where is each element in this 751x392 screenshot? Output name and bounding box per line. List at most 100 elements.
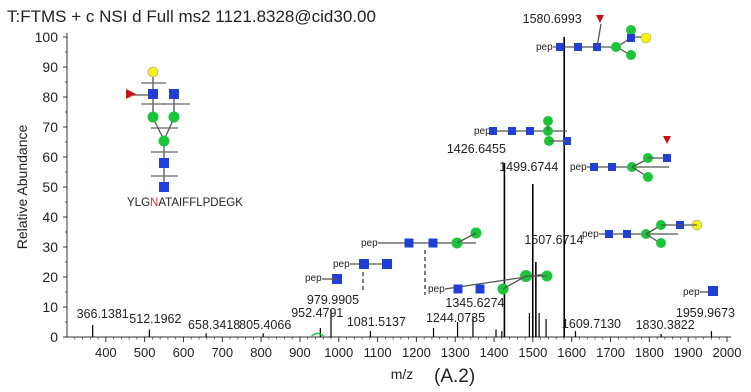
pep-label: pep — [333, 259, 350, 270]
peak-label: 805.4066 — [239, 318, 291, 332]
peptide-sequence: YLGNATAIFFLPDEGK — [127, 197, 243, 209]
sequence-part: ATAIFFLPDEGK — [158, 197, 243, 209]
glcnac-square — [489, 127, 497, 135]
x-axis-label: m/z — [391, 366, 414, 382]
mannose-circle — [626, 25, 636, 35]
pep-label: pep — [536, 42, 553, 53]
glcnac-square — [663, 154, 671, 162]
y-tick-label: 40 — [42, 209, 58, 225]
glcnac-square — [159, 182, 169, 192]
glcnac-square — [508, 127, 516, 135]
peak-label: 1244.0735 — [426, 311, 485, 325]
glcnac-square — [605, 230, 613, 238]
peak-label: 366.1381 — [77, 307, 129, 321]
pep-label: pep — [428, 284, 445, 295]
mannose-circle — [158, 135, 170, 147]
x-tick-label: 1700 — [596, 345, 625, 360]
chart-title: T:FTMS + c NSI d Full ms2 1121.8328@cid3… — [7, 7, 376, 26]
mannose-circle — [626, 50, 636, 60]
peak-label: 1959.9673 — [676, 306, 735, 320]
noise-peak-mark — [311, 332, 325, 337]
mannose-circle — [611, 42, 621, 52]
pep-label: pep — [582, 229, 599, 240]
y-tick-label: 30 — [42, 239, 58, 255]
x-tick-label: 1200 — [402, 345, 431, 360]
glycan-bond — [456, 232, 477, 244]
y-tick-label: 20 — [42, 269, 58, 285]
glcnac-square — [428, 238, 438, 248]
peak-label: 1830.3822 — [636, 318, 695, 332]
glcnac-square — [169, 89, 179, 99]
x-tick-label: 800 — [250, 345, 272, 360]
x-tick-label: 600 — [173, 345, 195, 360]
pep-label: pep — [570, 162, 587, 173]
galactose-circle — [147, 66, 159, 78]
y-tick-label: 70 — [42, 119, 58, 135]
x-tick-label: 1100 — [364, 345, 392, 360]
x-tick-label: 1500 — [518, 345, 547, 360]
x-tick-label: 1000 — [324, 345, 353, 360]
glcnac-square — [526, 127, 534, 135]
x-tick-label: 500 — [134, 345, 156, 360]
x-tick-label: 1300 — [441, 345, 470, 360]
mannose-circle — [168, 111, 180, 123]
y-tick-label: 90 — [42, 59, 58, 75]
peak-label: 1426.6455 — [447, 142, 506, 156]
pep-label: pep — [361, 238, 378, 249]
pep-label: pep — [474, 126, 491, 137]
x-tick-label: 1400 — [480, 345, 509, 360]
glycosylated-residue: N — [150, 197, 158, 209]
peak-label: 1081.5137 — [347, 315, 406, 329]
glcnac-square — [404, 238, 414, 248]
glcnac-square — [574, 43, 582, 51]
glcnac-square — [608, 163, 616, 171]
pep-label: pep — [305, 273, 322, 284]
glcnac-square — [382, 259, 392, 269]
peak-label: 1609.7130 — [562, 317, 621, 331]
peak-label: 952.4791 — [291, 306, 343, 320]
y-tick-label: 10 — [42, 299, 58, 315]
glcnac-square — [453, 284, 463, 294]
peak-label: 658.3418 — [188, 318, 240, 332]
mannose-circle — [643, 172, 653, 182]
y-tick-label: 80 — [42, 89, 58, 105]
glycan-bond — [502, 275, 527, 290]
peak-label: 1345.6274 — [445, 296, 504, 310]
glcnac-square — [556, 43, 564, 51]
x-tick-label: 1900 — [674, 345, 703, 360]
fucose-triangle — [663, 136, 671, 144]
mannose-circle — [543, 116, 553, 126]
glcnac-square — [627, 34, 635, 42]
y-tick-label: 50 — [42, 179, 58, 195]
x-tick-label: 900 — [289, 345, 311, 360]
mannose-circle — [147, 111, 159, 123]
pep-label: pep — [683, 287, 700, 298]
panel-label: (A.2) — [434, 366, 475, 387]
peak-label: 1507.6714 — [524, 233, 583, 247]
glcnac-square — [590, 163, 598, 171]
y-tick-label: 0 — [50, 329, 58, 345]
fucose-triangle — [596, 15, 604, 23]
glcnac-square — [475, 284, 485, 294]
glcnac-square — [159, 158, 169, 168]
x-tick-label: 700 — [211, 345, 233, 360]
x-tick-label: 1800 — [635, 345, 664, 360]
x-tick-label: 1600 — [557, 345, 586, 360]
mannose-circle — [656, 238, 666, 248]
peak-label: 979.9905 — [307, 293, 359, 307]
glycan-bond — [596, 23, 602, 48]
x-tick-label: 2000 — [713, 345, 742, 360]
y-tick-label: 100 — [35, 29, 59, 45]
x-tick-label: 400 — [95, 345, 117, 360]
fucose-triangle — [126, 89, 136, 99]
peak-label: 512.1962 — [129, 312, 181, 326]
glcnac-square — [623, 230, 631, 238]
peak-label: 1499.6744 — [499, 160, 558, 174]
y-tick-label: 60 — [42, 149, 58, 165]
peak-label: 1580.6993 — [523, 12, 582, 26]
y-axis-label: Relative Abundance — [14, 125, 30, 250]
sequence-part: YLG — [127, 197, 150, 209]
glcnac-square — [359, 259, 369, 269]
